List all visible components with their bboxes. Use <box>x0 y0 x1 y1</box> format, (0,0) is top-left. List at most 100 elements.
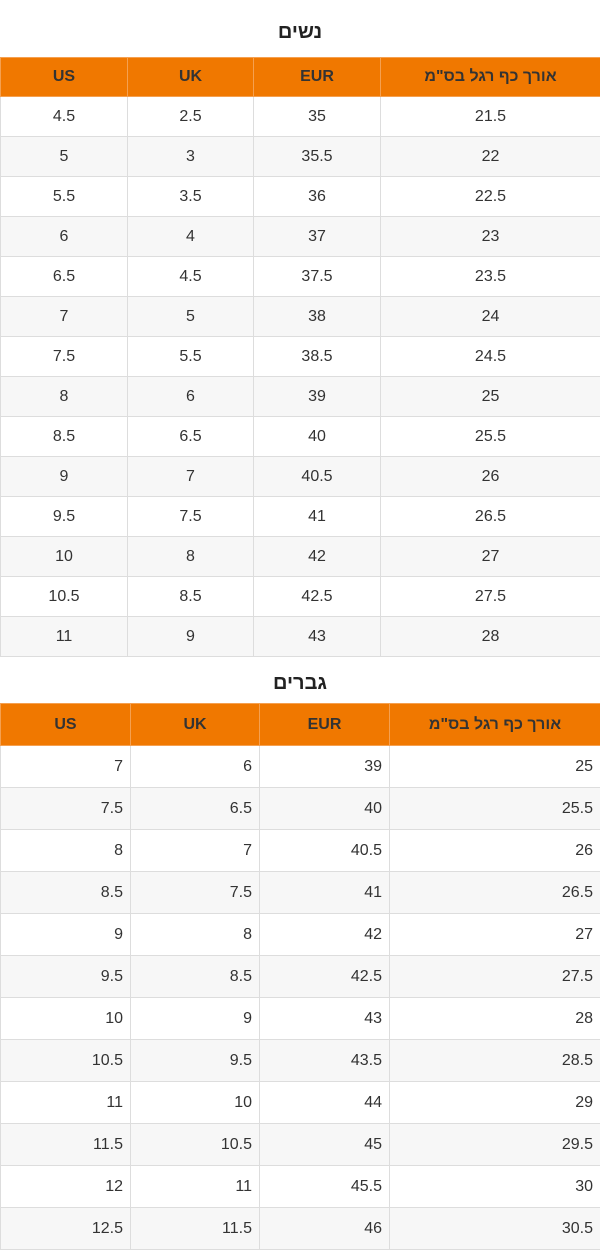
cell: 25 <box>380 376 600 417</box>
column-header: UK <box>130 703 260 746</box>
cell: 10.5 <box>130 1123 260 1166</box>
header-row: US UK EUR אורך כף רגל בס"מ <box>0 57 600 97</box>
cell: 10 <box>0 536 128 577</box>
cell: 26 <box>380 456 600 497</box>
cell: 25.5 <box>389 787 600 830</box>
cell: 8 <box>0 376 128 417</box>
cell: 7.5 <box>0 336 128 377</box>
cell: 12.5 <box>0 1207 131 1250</box>
cell: 37.5 <box>253 256 381 297</box>
table-row: 7.5 5.5 38.5 24.5 <box>0 336 600 377</box>
table-row: 10 9 43 28 <box>0 997 600 1040</box>
cell: 6 <box>0 216 128 257</box>
table-row: 8.5 7.5 41 26.5 <box>0 871 600 914</box>
cell: 10 <box>0 997 131 1040</box>
table-row: 10.5 8.5 42.5 27.5 <box>0 576 600 617</box>
cell: 38.5 <box>253 336 381 377</box>
table-row: 11 9 43 28 <box>0 616 600 657</box>
cell: 8 <box>130 913 260 956</box>
table-row: 7 5 38 24 <box>0 296 600 337</box>
cell: 11 <box>130 1165 260 1208</box>
cell: 7 <box>0 745 131 788</box>
cell: 39 <box>253 376 381 417</box>
cell: 5.5 <box>0 176 128 217</box>
column-header: US <box>0 703 131 746</box>
cell: 41 <box>253 496 381 537</box>
cell: 5 <box>127 296 254 337</box>
cell: 41 <box>259 871 390 914</box>
cell: 24.5 <box>380 336 600 377</box>
table-row: 10 8 42 27 <box>0 536 600 577</box>
cell: 6 <box>127 376 254 417</box>
cell: 6.5 <box>127 416 254 457</box>
table-row: 9.5 8.5 42.5 27.5 <box>0 955 600 998</box>
cell: 11.5 <box>130 1207 260 1250</box>
cell: 40.5 <box>259 829 390 872</box>
cell: 37 <box>253 216 381 257</box>
cell: 27 <box>389 913 600 956</box>
table-row: 8 7 40.5 26 <box>0 829 600 872</box>
cell: 12 <box>0 1165 131 1208</box>
cell: 6 <box>130 745 260 788</box>
cell: 7 <box>127 456 254 497</box>
column-header: UK <box>127 57 254 97</box>
cell: 42 <box>253 536 381 577</box>
column-header: EUR <box>259 703 390 746</box>
cell: 36 <box>253 176 381 217</box>
cell: 6.5 <box>0 256 128 297</box>
cell: 10.5 <box>0 576 128 617</box>
header-row: US UK EUR אורך כף רגל בס"מ <box>0 703 600 746</box>
cell: 9.5 <box>0 496 128 537</box>
cell: 9.5 <box>0 955 131 998</box>
table-row: 9.5 7.5 41 26.5 <box>0 496 600 537</box>
cell: 29 <box>389 1081 600 1124</box>
cell: 46 <box>259 1207 390 1250</box>
table-row: 6 4 37 23 <box>0 216 600 257</box>
cell: 9.5 <box>130 1039 260 1082</box>
cell: 40 <box>253 416 381 457</box>
cell: 7.5 <box>127 496 254 537</box>
cell: 9 <box>0 913 131 956</box>
cell: 5.5 <box>127 336 254 377</box>
cell: 10 <box>130 1081 260 1124</box>
cell: 39 <box>259 745 390 788</box>
cell: 26.5 <box>380 496 600 537</box>
table-row: 9 7 40.5 26 <box>0 456 600 497</box>
cell: 43 <box>253 616 381 657</box>
cell: 11 <box>0 616 128 657</box>
column-header: אורך כף רגל בס"מ <box>389 703 600 746</box>
women-table: US UK EUR אורך כף רגל בס"מ 4.5 2.5 35 21.5 5 3 35.… <box>0 57 600 657</box>
cell: 30.5 <box>389 1207 600 1250</box>
table-row: 7.5 6.5 40 25.5 <box>0 787 600 830</box>
cell: 6.5 <box>130 787 260 830</box>
table-row: 10.5 9.5 43.5 28.5 <box>0 1039 600 1082</box>
cell: 8 <box>0 829 131 872</box>
cell: 21.5 <box>380 96 600 137</box>
table-row: 12.5 11.5 46 30.5 <box>0 1207 600 1250</box>
cell: 4 <box>127 216 254 257</box>
cell: 5 <box>0 136 128 177</box>
cell: 29.5 <box>389 1123 600 1166</box>
cell: 9 <box>127 616 254 657</box>
cell: 35 <box>253 96 381 137</box>
cell: 27.5 <box>389 955 600 998</box>
table-row: 6.5 4.5 37.5 23.5 <box>0 256 600 297</box>
cell: 38 <box>253 296 381 337</box>
cell: 43.5 <box>259 1039 390 1082</box>
cell: 9 <box>0 456 128 497</box>
women-title: נשים <box>277 21 323 43</box>
table-row: 11.5 10.5 45 29.5 <box>0 1123 600 1166</box>
cell: 3 <box>127 136 254 177</box>
cell: 2.5 <box>127 96 254 137</box>
men-title: גברים <box>273 672 327 694</box>
cell: 25.5 <box>380 416 600 457</box>
table-row: 12 11 45.5 30 <box>0 1165 600 1208</box>
cell: 8.5 <box>0 416 128 457</box>
cell: 9 <box>130 997 260 1040</box>
cell: 27.5 <box>380 576 600 617</box>
column-header: US <box>0 57 128 97</box>
cell: 23 <box>380 216 600 257</box>
cell: 3.5 <box>127 176 254 217</box>
cell: 42.5 <box>259 955 390 998</box>
